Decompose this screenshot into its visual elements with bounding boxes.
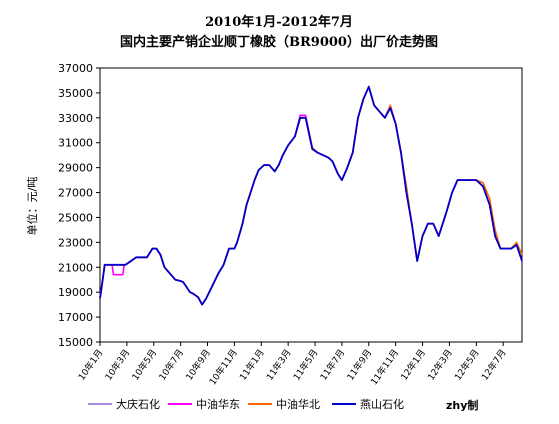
x-tick-label: 10年5月 [129, 347, 159, 383]
x-tick-label: 12年1月 [398, 347, 428, 383]
legend-label: 中油华东 [196, 397, 240, 411]
y-tick-label: 19000 [58, 286, 93, 299]
credit-label: zhy制 [446, 398, 478, 412]
series-line-4 [99, 85, 523, 306]
x-tick-label: 10年1月 [75, 347, 105, 383]
x-tick-label: 12年5月 [452, 347, 482, 383]
y-axis-label: 单位：元/吨 [25, 177, 39, 236]
y-tick-label: 29000 [58, 162, 93, 175]
y-tick-label: 15000 [58, 336, 93, 349]
y-tick-label: 33000 [58, 112, 93, 125]
axes: 15000 17000 19000 21000 23000 25000 27000 29000… [58, 62, 523, 387]
x-tick-label: 12年3月 [425, 347, 455, 383]
legend-label: 燕山石化 [360, 397, 404, 411]
x-tick-label: 11年3月 [264, 347, 294, 383]
x-tick-label: 10年3月 [102, 347, 132, 383]
x-tick-label: 11年9月 [344, 347, 374, 383]
y-tick-label: 17000 [58, 311, 93, 324]
x-tick-label: 11年5月 [290, 347, 320, 383]
y-tick-label: 23000 [58, 236, 93, 249]
x-tick-label: 11年1月 [237, 347, 267, 383]
y-tick-label: 25000 [58, 211, 93, 224]
y-tick-label: 31000 [58, 137, 93, 150]
x-tick-label: 10年7月 [156, 347, 186, 383]
y-tick-label: 35000 [58, 87, 93, 100]
x-tick-label: 10年9月 [183, 347, 213, 383]
y-tick-label: 37000 [58, 62, 93, 75]
y-tick-label: 21000 [58, 261, 93, 274]
x-tick-label: 11年7月 [317, 347, 347, 383]
chart-subtitle: 国内主要产销企业顺丁橡胶（BR9000）出厂价走势图 [120, 34, 438, 50]
x-tick-label: 12年7月 [479, 347, 509, 383]
chart-title: 2010年1月-2012年7月 [205, 14, 353, 30]
series-layer [99, 85, 523, 306]
legend: 大庆石化 中油华东 中油华北 燕山石化 [88, 397, 404, 411]
series-line-2 [99, 85, 523, 306]
series-line-1 [99, 85, 523, 306]
y-tick-label: 27000 [58, 187, 93, 200]
legend-label: 中油华北 [276, 397, 320, 411]
series-line-3 [99, 85, 523, 306]
legend-label: 大庆石化 [116, 397, 160, 411]
plot-frame [99, 67, 523, 343]
